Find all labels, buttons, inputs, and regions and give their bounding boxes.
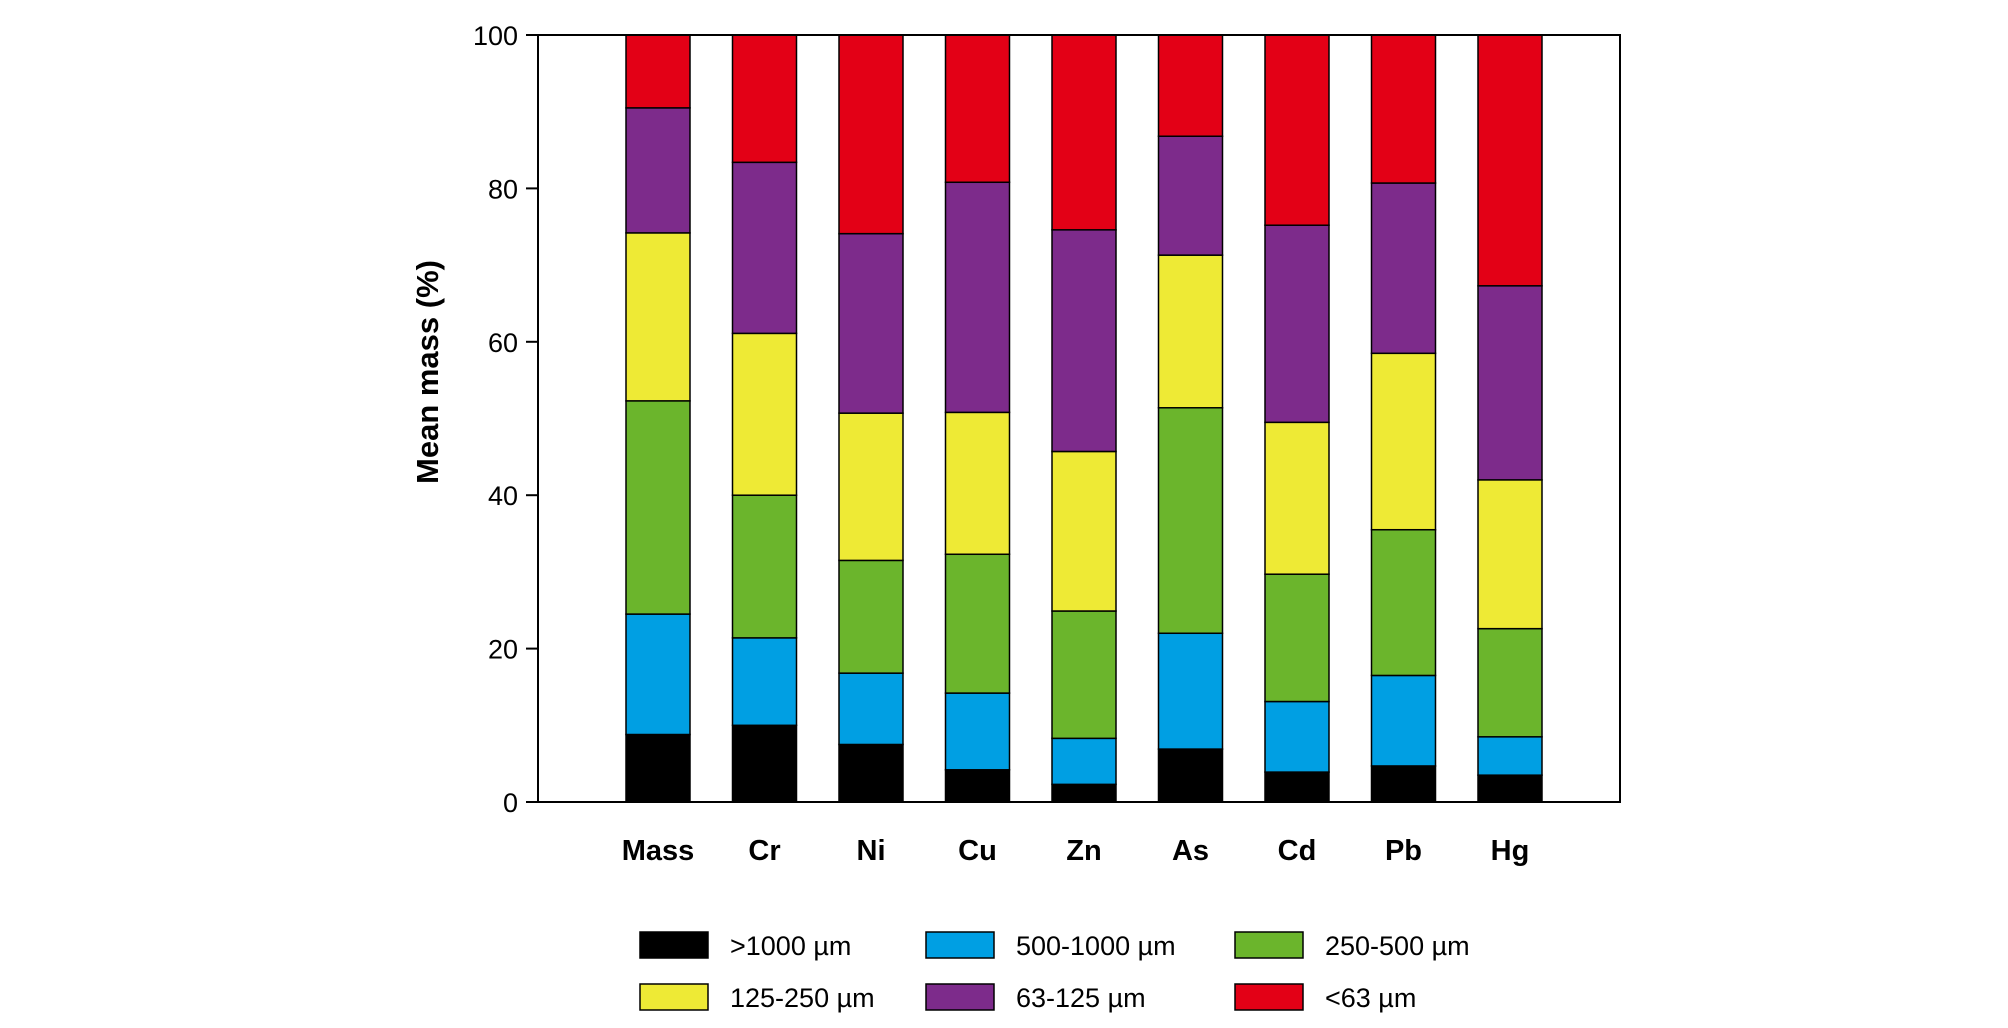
bar-segment-as-5 <box>1157 34 1224 137</box>
bar-segment-zn-5 <box>1051 34 1117 231</box>
x-tick-label-ni: Ni <box>857 835 886 867</box>
bar-segment-as-0 <box>1157 748 1224 803</box>
bar-segment-cd-3 <box>1264 421 1330 575</box>
legend-label-3: 125-250 µm <box>730 983 875 1013</box>
bar-segment-pb-0 <box>1370 765 1437 803</box>
legend: >1000 µm 500-1000 µm 250-500 µm 125-250 µm 6… <box>639 931 1470 1013</box>
legend-label-2: 250-500 µm <box>1325 931 1470 961</box>
bar-segment-zn-1 <box>1051 737 1117 786</box>
bar-segment-ni-5 <box>838 34 904 235</box>
legend-swatch-5 <box>1234 983 1304 1011</box>
bar-segment-cu-1 <box>944 692 1011 771</box>
bar-segment-hg-5 <box>1477 34 1543 287</box>
bar-segment-cr-1 <box>731 637 798 727</box>
bar-segment-zn-3 <box>1051 450 1117 612</box>
bar-segment-cr-5 <box>731 34 798 164</box>
legend-label-0: >1000 µm <box>730 931 851 961</box>
bar-segment-cd-1 <box>1264 700 1330 773</box>
bar-segment-mass-0 <box>625 733 691 803</box>
bar-segment-pb-4 <box>1370 182 1437 355</box>
bar-segment-hg-1 <box>1477 736 1543 776</box>
x-tick-label-cr: Cr <box>748 835 780 867</box>
bar-segment-cu-5 <box>944 34 1011 184</box>
x-tick-label-zn: Zn <box>1066 835 1101 867</box>
bar-segment-hg-4 <box>1477 285 1543 481</box>
bar-segment-cu-0 <box>944 769 1011 803</box>
legend-swatch-1 <box>925 931 995 959</box>
x-tick-label-pb: Pb <box>1385 835 1422 867</box>
legend-swatch-2 <box>1234 931 1304 959</box>
x-tick-label-cu: Cu <box>958 835 997 867</box>
bar-segment-zn-0 <box>1051 783 1117 803</box>
bar-segment-pb-5 <box>1370 34 1437 184</box>
y-axis-label: Mean mass (%) <box>410 260 445 484</box>
legend-label-4: 63-125 µm <box>1016 983 1146 1013</box>
bar-segment-as-4 <box>1157 135 1224 256</box>
bar-segment-cd-2 <box>1264 573 1330 703</box>
bar-segment-cr-3 <box>731 332 798 496</box>
bar-segment-ni-1 <box>838 672 904 746</box>
bar-segment-cr-4 <box>731 161 798 335</box>
bar-segment-cu-4 <box>944 181 1011 414</box>
bar-segment-pb-2 <box>1370 528 1437 677</box>
bar-segment-as-3 <box>1157 254 1224 409</box>
y-tick-label: 60 <box>488 328 518 358</box>
y-tick-label: 100 <box>473 21 518 51</box>
y-tick-label: 20 <box>488 635 518 665</box>
bar-segment-cu-2 <box>944 553 1011 694</box>
bar-segment-pb-1 <box>1370 674 1437 767</box>
legend-swatch-0 <box>639 931 709 959</box>
bar-segment-ni-2 <box>838 559 904 674</box>
bar-segment-as-2 <box>1157 407 1224 635</box>
bar-segment-ni-0 <box>838 743 904 803</box>
bar-segment-cu-3 <box>944 411 1011 556</box>
y-tick-label: 80 <box>488 174 518 204</box>
bar-segment-zn-4 <box>1051 229 1117 453</box>
x-tick-label-as: As <box>1172 835 1209 867</box>
x-tick-label-cd: Cd <box>1278 835 1317 867</box>
bar-segment-hg-3 <box>1477 479 1543 630</box>
bar-segment-hg-2 <box>1477 627 1543 738</box>
bar-segment-mass-3 <box>625 232 691 402</box>
bar-segment-mass-2 <box>625 400 691 615</box>
y-tick-label: 0 <box>503 788 518 818</box>
legend-label-5: <63 µm <box>1325 983 1416 1013</box>
bar-segment-ni-4 <box>838 232 904 414</box>
x-tick-label-mass: Mass <box>622 835 695 867</box>
bar-segment-zn-2 <box>1051 610 1117 740</box>
x-axis: Mass Cr Ni Cu Zn As Cd Pb Hg <box>622 835 1530 867</box>
bar-segment-cr-0 <box>731 724 798 803</box>
bar-segment-hg-0 <box>1477 774 1543 803</box>
bar-segment-mass-1 <box>625 613 691 736</box>
legend-label-1: 500-1000 µm <box>1016 931 1176 961</box>
bar-segment-mass-4 <box>625 107 691 234</box>
bar-segment-ni-3 <box>838 412 904 562</box>
bar-segment-pb-3 <box>1370 352 1437 531</box>
y-tick-label: 40 <box>488 481 518 511</box>
bars-group <box>625 34 1543 803</box>
bar-segment-cr-2 <box>731 494 798 639</box>
bar-segment-as-1 <box>1157 632 1224 750</box>
legend-swatch-4 <box>925 983 995 1011</box>
bar-segment-cd-4 <box>1264 224 1330 424</box>
y-axis: 0 20 40 60 80 100 <box>473 21 538 818</box>
bar-segment-mass-5 <box>625 34 691 109</box>
legend-swatch-3 <box>639 983 709 1011</box>
bar-segment-cd-0 <box>1264 771 1330 803</box>
plot-area-frame <box>537 34 1621 803</box>
bar-segment-cd-5 <box>1264 34 1330 226</box>
x-tick-label-hg: Hg <box>1491 835 1530 867</box>
